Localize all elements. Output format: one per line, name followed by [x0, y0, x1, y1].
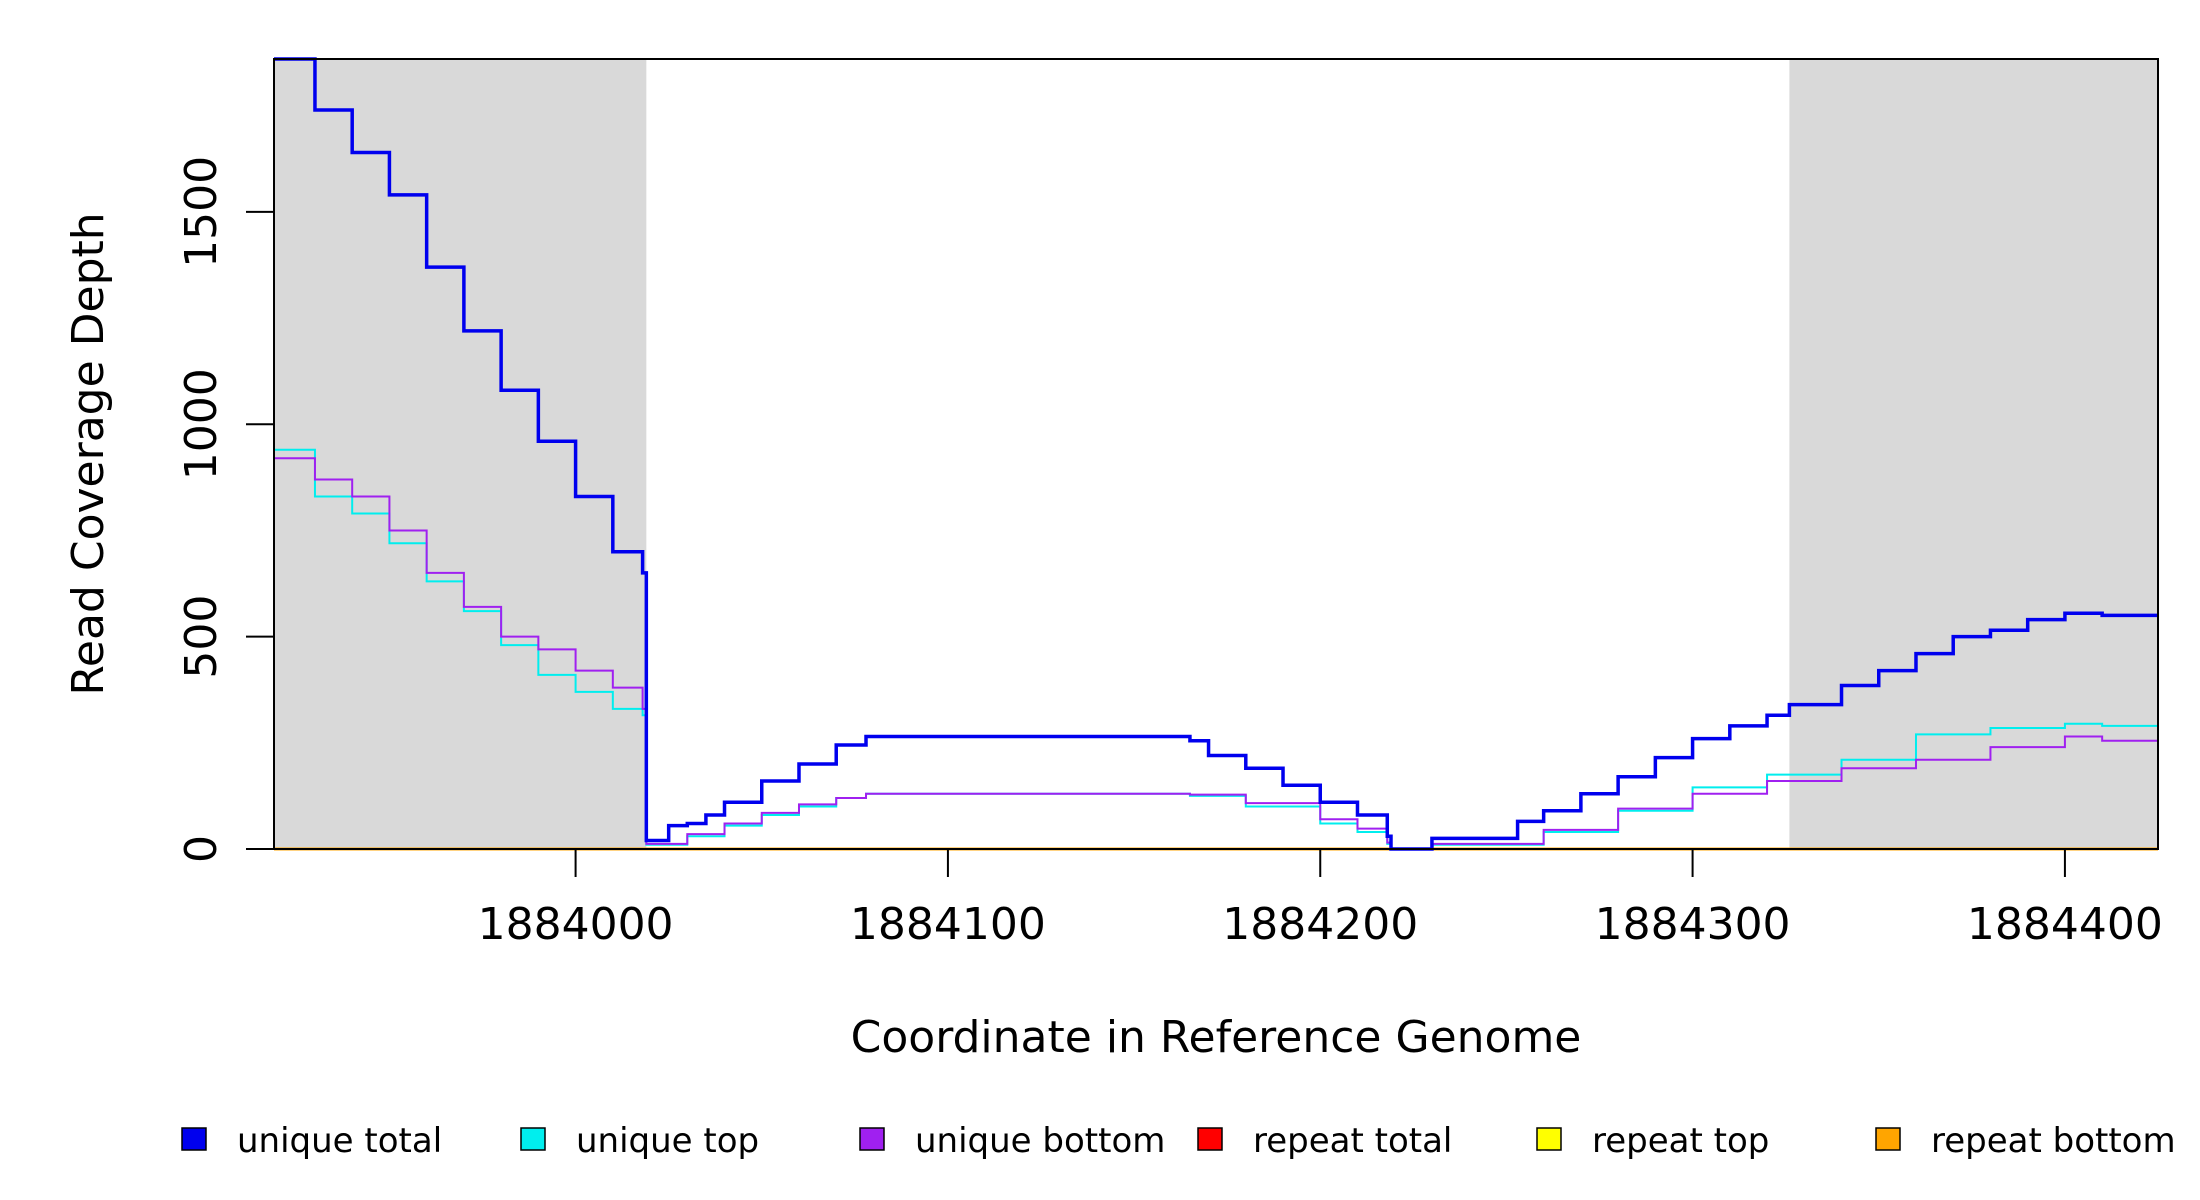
legend-label: unique bottom [915, 1121, 1165, 1161]
legend-swatch [859, 1127, 885, 1151]
shaded-region-2 [1789, 59, 2158, 849]
legend-item-unique-total: unique total [181, 1121, 442, 1161]
legend-swatch [1536, 1127, 1562, 1151]
x-tick-label: 1884400 [1967, 899, 2163, 950]
y-tick-label: 500 [176, 595, 227, 679]
legend-label: repeat top [1592, 1121, 1769, 1161]
series-line-unique-bottom [274, 457, 2158, 850]
legend-swatch [1875, 1127, 1901, 1151]
legend-label: repeat total [1253, 1121, 1452, 1161]
y-axis: 0 500 1000 1500 [176, 156, 275, 863]
x-tick-label: 1884300 [1595, 899, 1791, 950]
x-axis: 1884000 1884100 1884200 1884300 1884400 [478, 848, 2163, 950]
legend-swatch [520, 1127, 546, 1151]
x-tick-label: 1884000 [478, 899, 674, 950]
series-line-unique-total [274, 57, 2158, 851]
legend-item-unique-top: unique top [520, 1121, 759, 1161]
legend-item-repeat-total: repeat total [1197, 1121, 1452, 1161]
y-tick-label: 1000 [176, 368, 227, 480]
legend-swatch [181, 1127, 207, 1151]
legend-item-unique-bottom: unique bottom [859, 1121, 1165, 1161]
x-tick-label: 1884200 [1222, 899, 1418, 950]
y-axis-title: Read Coverage Depth [63, 212, 114, 695]
x-tick-label: 1884100 [850, 899, 1046, 950]
legend-label: unique top [576, 1121, 759, 1161]
legend: unique total unique top unique bottom repea… [181, 1121, 2176, 1161]
y-tick-label: 0 [176, 835, 227, 863]
x-axis-title: Coordinate in Reference Genome [851, 1012, 1582, 1063]
y-tick-label: 1500 [176, 156, 227, 268]
shaded-regions [274, 59, 2158, 849]
legend-swatch [1197, 1127, 1223, 1151]
legend-label: repeat bottom [1931, 1121, 2176, 1161]
legend-item-repeat-bottom: repeat bottom [1875, 1121, 2176, 1161]
legend-item-repeat-top: repeat top [1536, 1121, 1769, 1161]
shaded-region-1 [274, 59, 647, 849]
legend-label: unique total [237, 1121, 442, 1161]
